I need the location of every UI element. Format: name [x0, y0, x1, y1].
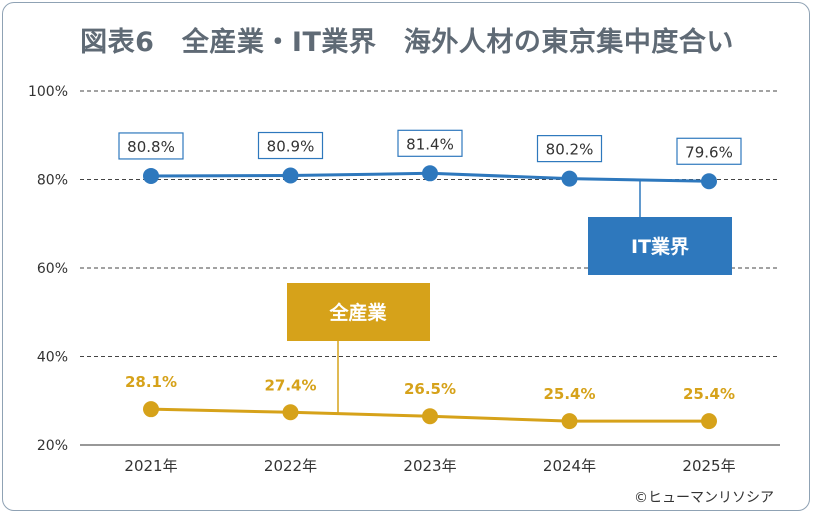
- it-data-label: 80.9%: [267, 138, 315, 156]
- it-legend-box: [588, 217, 732, 275]
- y-tick-label: 60%: [37, 261, 68, 277]
- all-industry-data-point: [422, 408, 438, 425]
- all-industry-data-point: [701, 413, 717, 430]
- all-industry-data-point: [143, 401, 159, 418]
- all-industry-data-label: 26.5%: [404, 380, 456, 398]
- it-data-label: 79.6%: [685, 143, 733, 161]
- x-tick-label: 2021年: [124, 457, 177, 475]
- all-industry-legend-label: 全産業: [328, 301, 387, 324]
- it-data-label: 80.8%: [127, 138, 175, 156]
- it-data-label: 81.4%: [406, 135, 454, 153]
- all-industry-data-label: 27.4%: [264, 376, 316, 394]
- it-data-label: 80.2%: [546, 141, 594, 159]
- it-data-label-box: [676, 137, 742, 165]
- chart-title: 図表6 全産業・IT業界 海外人材の東京集中度合い: [80, 27, 734, 58]
- all-industry-data-label: 25.4%: [543, 385, 595, 403]
- all-industry-legend-box: [287, 283, 430, 341]
- all-industry-data-label: 28.1%: [125, 373, 177, 391]
- y-tick-label: 80%: [37, 173, 68, 189]
- it-data-point: [282, 167, 299, 184]
- y-tick-label: 100%: [28, 84, 68, 100]
- it-data-label-box: [257, 131, 324, 160]
- x-tick-label: 2022年: [264, 457, 317, 475]
- it-data-point: [701, 173, 717, 190]
- x-tick-label: 2023年: [403, 457, 456, 475]
- it-data-label-box: [397, 129, 463, 157]
- it-data-label-box: [118, 132, 184, 160]
- it-data-point: [143, 167, 159, 184]
- it-legend-label: IT業界: [631, 235, 689, 258]
- it-data-point: [422, 165, 438, 182]
- x-tick-label: 2025年: [682, 457, 735, 475]
- all-industry-data-label: 25.4%: [683, 385, 735, 403]
- y-tick-label: 40%: [37, 350, 68, 366]
- copyright-text: ©ヒューマンリソシア: [634, 490, 774, 506]
- y-tick-label: 20%: [37, 438, 68, 454]
- all-industry-data-point: [282, 404, 299, 421]
- it-data-point: [561, 170, 578, 187]
- it-data-label-box: [536, 135, 603, 163]
- x-tick-label: 2024年: [543, 457, 596, 475]
- all-industry-data-point: [561, 413, 578, 430]
